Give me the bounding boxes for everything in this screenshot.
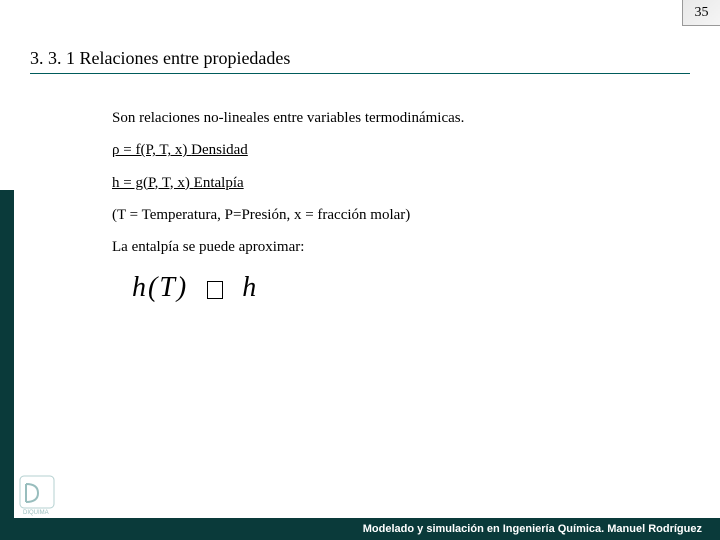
- eq2-label: Entalpía: [194, 175, 244, 191]
- footer-text: Modelado y simulación en Ingeniería Quím…: [363, 523, 702, 535]
- rho-symbol: ρ: [112, 142, 120, 158]
- intro-text: Son relaciones no-lineales entre variabl…: [112, 108, 652, 128]
- section-title: 3. 3. 1 Relaciones entre propiedades: [30, 48, 690, 74]
- equation-rhs: h: [242, 272, 258, 303]
- eq2-rhs: = g(P, T, x): [120, 175, 194, 191]
- diquima-logo: DIQUIMA: [18, 474, 58, 516]
- left-decorative-band: [0, 190, 14, 520]
- approx-text: La entalpía se puede aproximar:: [112, 237, 652, 257]
- h-symbol: h: [112, 175, 120, 191]
- footer-bar: Modelado y simulación en Ingeniería Quím…: [0, 518, 720, 540]
- slide-content: Son relaciones no-lineales entre variabl…: [112, 108, 652, 307]
- density-equation: ρ = f(P, T, x) Densidad: [112, 140, 652, 160]
- svg-text:DIQUIMA: DIQUIMA: [23, 510, 49, 516]
- approx-equation: h(T) h: [132, 269, 652, 307]
- page-number: 35: [682, 0, 720, 26]
- variable-legend: (T = Temperatura, P=Presión, x = fracció…: [112, 205, 652, 225]
- equation-lhs: h(T): [132, 272, 188, 303]
- equation-placeholder-box: [207, 281, 223, 299]
- eq1-rhs: = f(P, T, x): [120, 142, 192, 158]
- enthalpy-equation: h = g(P, T, x) Entalpía: [112, 173, 652, 193]
- eq1-label: Densidad: [191, 142, 248, 158]
